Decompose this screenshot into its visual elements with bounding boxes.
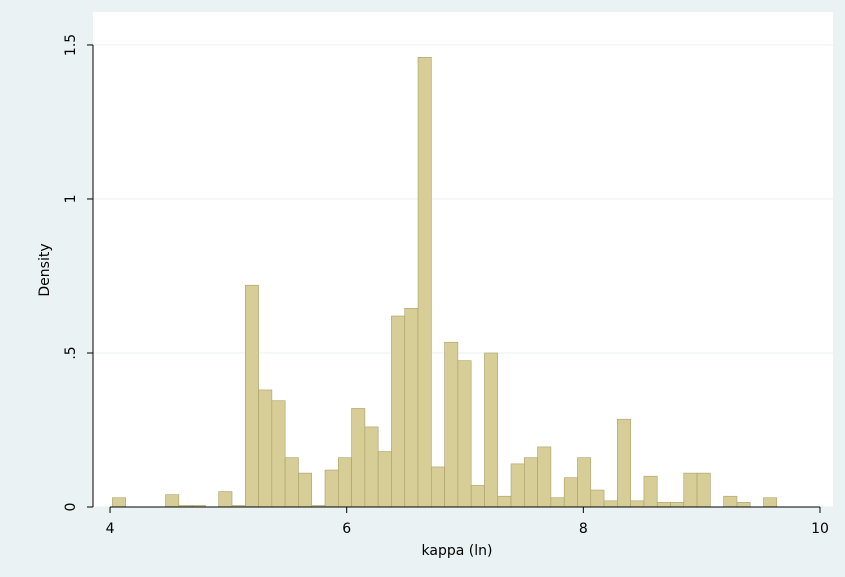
bar xyxy=(351,408,366,508)
y-axis-label: Density xyxy=(37,243,53,296)
bar xyxy=(497,495,512,508)
bar xyxy=(590,489,605,508)
bar xyxy=(112,497,126,508)
bar xyxy=(617,418,631,508)
bar xyxy=(431,466,445,508)
bar xyxy=(244,284,259,508)
bar xyxy=(696,472,711,508)
bar xyxy=(577,457,592,508)
bar xyxy=(550,497,565,508)
x-tick-label: 4 xyxy=(106,521,115,537)
y-tick-label: .5 xyxy=(63,346,79,359)
bar xyxy=(470,485,485,508)
x-tick-label: 10 xyxy=(811,521,829,537)
bar xyxy=(324,469,339,508)
bar xyxy=(484,352,499,508)
bar xyxy=(218,491,233,508)
bar xyxy=(271,400,286,508)
x-tick-label: 6 xyxy=(342,521,351,537)
bar xyxy=(656,502,671,508)
bar xyxy=(603,500,618,508)
bar xyxy=(723,495,738,508)
y-tick-label: 0 xyxy=(63,503,79,512)
bar xyxy=(643,475,658,508)
bar xyxy=(763,497,778,508)
bar xyxy=(670,502,685,508)
bar xyxy=(457,360,472,508)
bar xyxy=(563,477,578,508)
bar xyxy=(444,341,459,508)
bar xyxy=(630,500,645,508)
bar xyxy=(417,56,432,508)
bar xyxy=(364,426,379,508)
y-tick-label: 1 xyxy=(63,195,79,204)
bar xyxy=(258,389,273,508)
bar xyxy=(165,494,180,508)
bar xyxy=(377,451,392,508)
bar xyxy=(298,472,313,508)
bar xyxy=(736,502,751,508)
bar xyxy=(537,446,552,508)
bar xyxy=(510,463,525,508)
y-tick-label: 1.5 xyxy=(63,34,79,56)
x-axis-label: kappa (ln) xyxy=(422,543,493,559)
bar xyxy=(404,308,419,508)
bar xyxy=(284,457,299,508)
bar xyxy=(337,457,352,508)
bar xyxy=(683,472,698,508)
x-tick-label: 8 xyxy=(579,521,588,537)
bar xyxy=(524,457,538,508)
bar xyxy=(391,315,406,508)
